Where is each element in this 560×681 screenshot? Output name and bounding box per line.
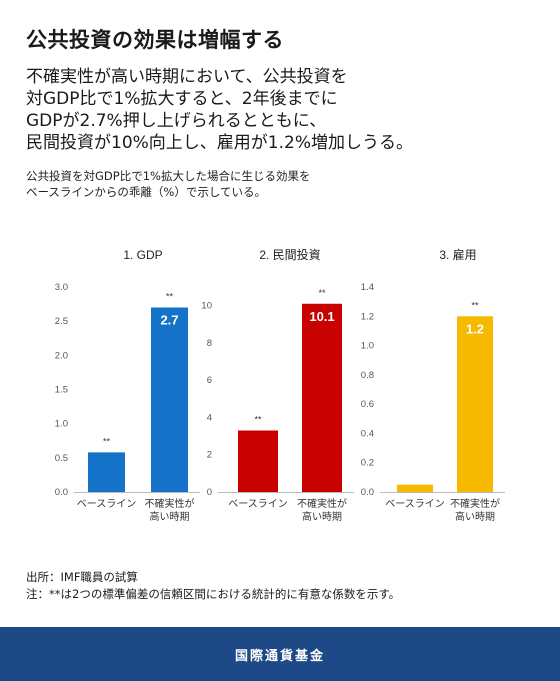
significance-marker: ** [471, 300, 479, 310]
charts-area: 1. GDP 0.0 0.5 1.0 1.5 2.0 2.5 3.0 ** ベースライン ** 2.7… [55, 247, 505, 523]
y-tick-label: 0 [207, 487, 212, 498]
y-tick-label: 1.5 [55, 385, 68, 396]
panel-title: 2. 民間投資 [259, 247, 320, 262]
y-tick-label: 1.0 [361, 341, 374, 352]
organization-name: 国際通貨基金 [234, 648, 325, 664]
headline-line: 民間投資が10%向上し、雇用が1.2%増加しうる。 [26, 133, 413, 153]
bar [151, 307, 188, 492]
y-tick-label: 2.0 [55, 350, 68, 361]
category-label: 不確実性が [450, 497, 500, 510]
category-label: ベースライン [77, 498, 137, 510]
bar [457, 316, 493, 492]
significance-marker: ** [318, 288, 326, 298]
y-tick-label: 0.8 [361, 370, 374, 381]
panel-title: 3. 雇用 [439, 247, 476, 262]
headline-line: GDPが2.7%押し上げられるとともに、 [26, 111, 327, 131]
category-label: 高い時期 [302, 510, 342, 523]
y-tick-label: 0.4 [361, 428, 374, 439]
category-label: ベースライン [228, 498, 288, 510]
y-tick-label: 2.5 [55, 316, 68, 327]
notes: 出所：IMF職員の試算 注：**は2つの標準偏差の信頼区間における統計的に有意な… [26, 569, 400, 603]
footnote: 注：**は2つの標準偏差の信頼区間における統計的に有意な係数を示す。 [26, 587, 401, 601]
bar [397, 484, 433, 492]
significance-marker: ** [103, 436, 111, 446]
source-note: 出所：IMF職員の試算 [26, 570, 138, 584]
category-label: 不確実性が [297, 497, 347, 510]
headline-line: 不確実性が高い時期において、公共投資を [26, 67, 348, 87]
description-line: ベースラインからの乖離（%）で示している。 [26, 185, 267, 199]
y-tick-label: 3.0 [55, 282, 68, 293]
bar [88, 452, 125, 492]
y-tick-label: 1.4 [361, 282, 374, 293]
chart-description: 公共投資を対GDP比で1%拡大した場合に生じる効果を ベースラインからの乖離（%… [26, 168, 310, 200]
panel-title: 1. GDP [123, 248, 162, 262]
significance-marker: ** [166, 292, 174, 302]
category-label: 高い時期 [150, 510, 190, 523]
y-tick-label: 6 [207, 375, 212, 386]
page-title: 公共投資の効果は増幅する [26, 28, 284, 52]
data-label: 10.1 [309, 309, 334, 324]
bar [302, 303, 342, 492]
data-label: 2.7 [160, 313, 178, 328]
y-tick-label: 1.2 [361, 311, 374, 322]
headline-line: 対GDP比で1%拡大すると、2年後までに [26, 89, 338, 109]
y-tick-label: 8 [207, 338, 212, 349]
y-tick-label: 2 [207, 450, 212, 461]
description-line: 公共投資を対GDP比で1%拡大した場合に生じる効果を [26, 169, 311, 183]
y-tick-label: 10 [201, 301, 212, 312]
category-label: 高い時期 [455, 510, 495, 523]
footer-bar: 国際通貨基金 [0, 627, 560, 681]
headline: 不確実性が高い時期において、公共投資を 対GDP比で1%拡大すると、2年後までに… [26, 66, 546, 154]
y-tick-label: 0.0 [361, 487, 374, 498]
y-tick-label: 0.5 [55, 453, 68, 464]
category-label: ベースライン [385, 498, 445, 510]
y-tick-label: 0.0 [55, 487, 68, 498]
data-label: 1.2 [466, 321, 484, 336]
category-label: 不確実性が [145, 497, 195, 510]
bar [238, 430, 278, 492]
y-tick-label: 0.2 [361, 458, 374, 469]
significance-marker: ** [254, 415, 262, 425]
y-tick-label: 0.6 [361, 399, 374, 410]
y-tick-label: 1.0 [55, 419, 68, 430]
y-tick-label: 4 [207, 412, 212, 423]
